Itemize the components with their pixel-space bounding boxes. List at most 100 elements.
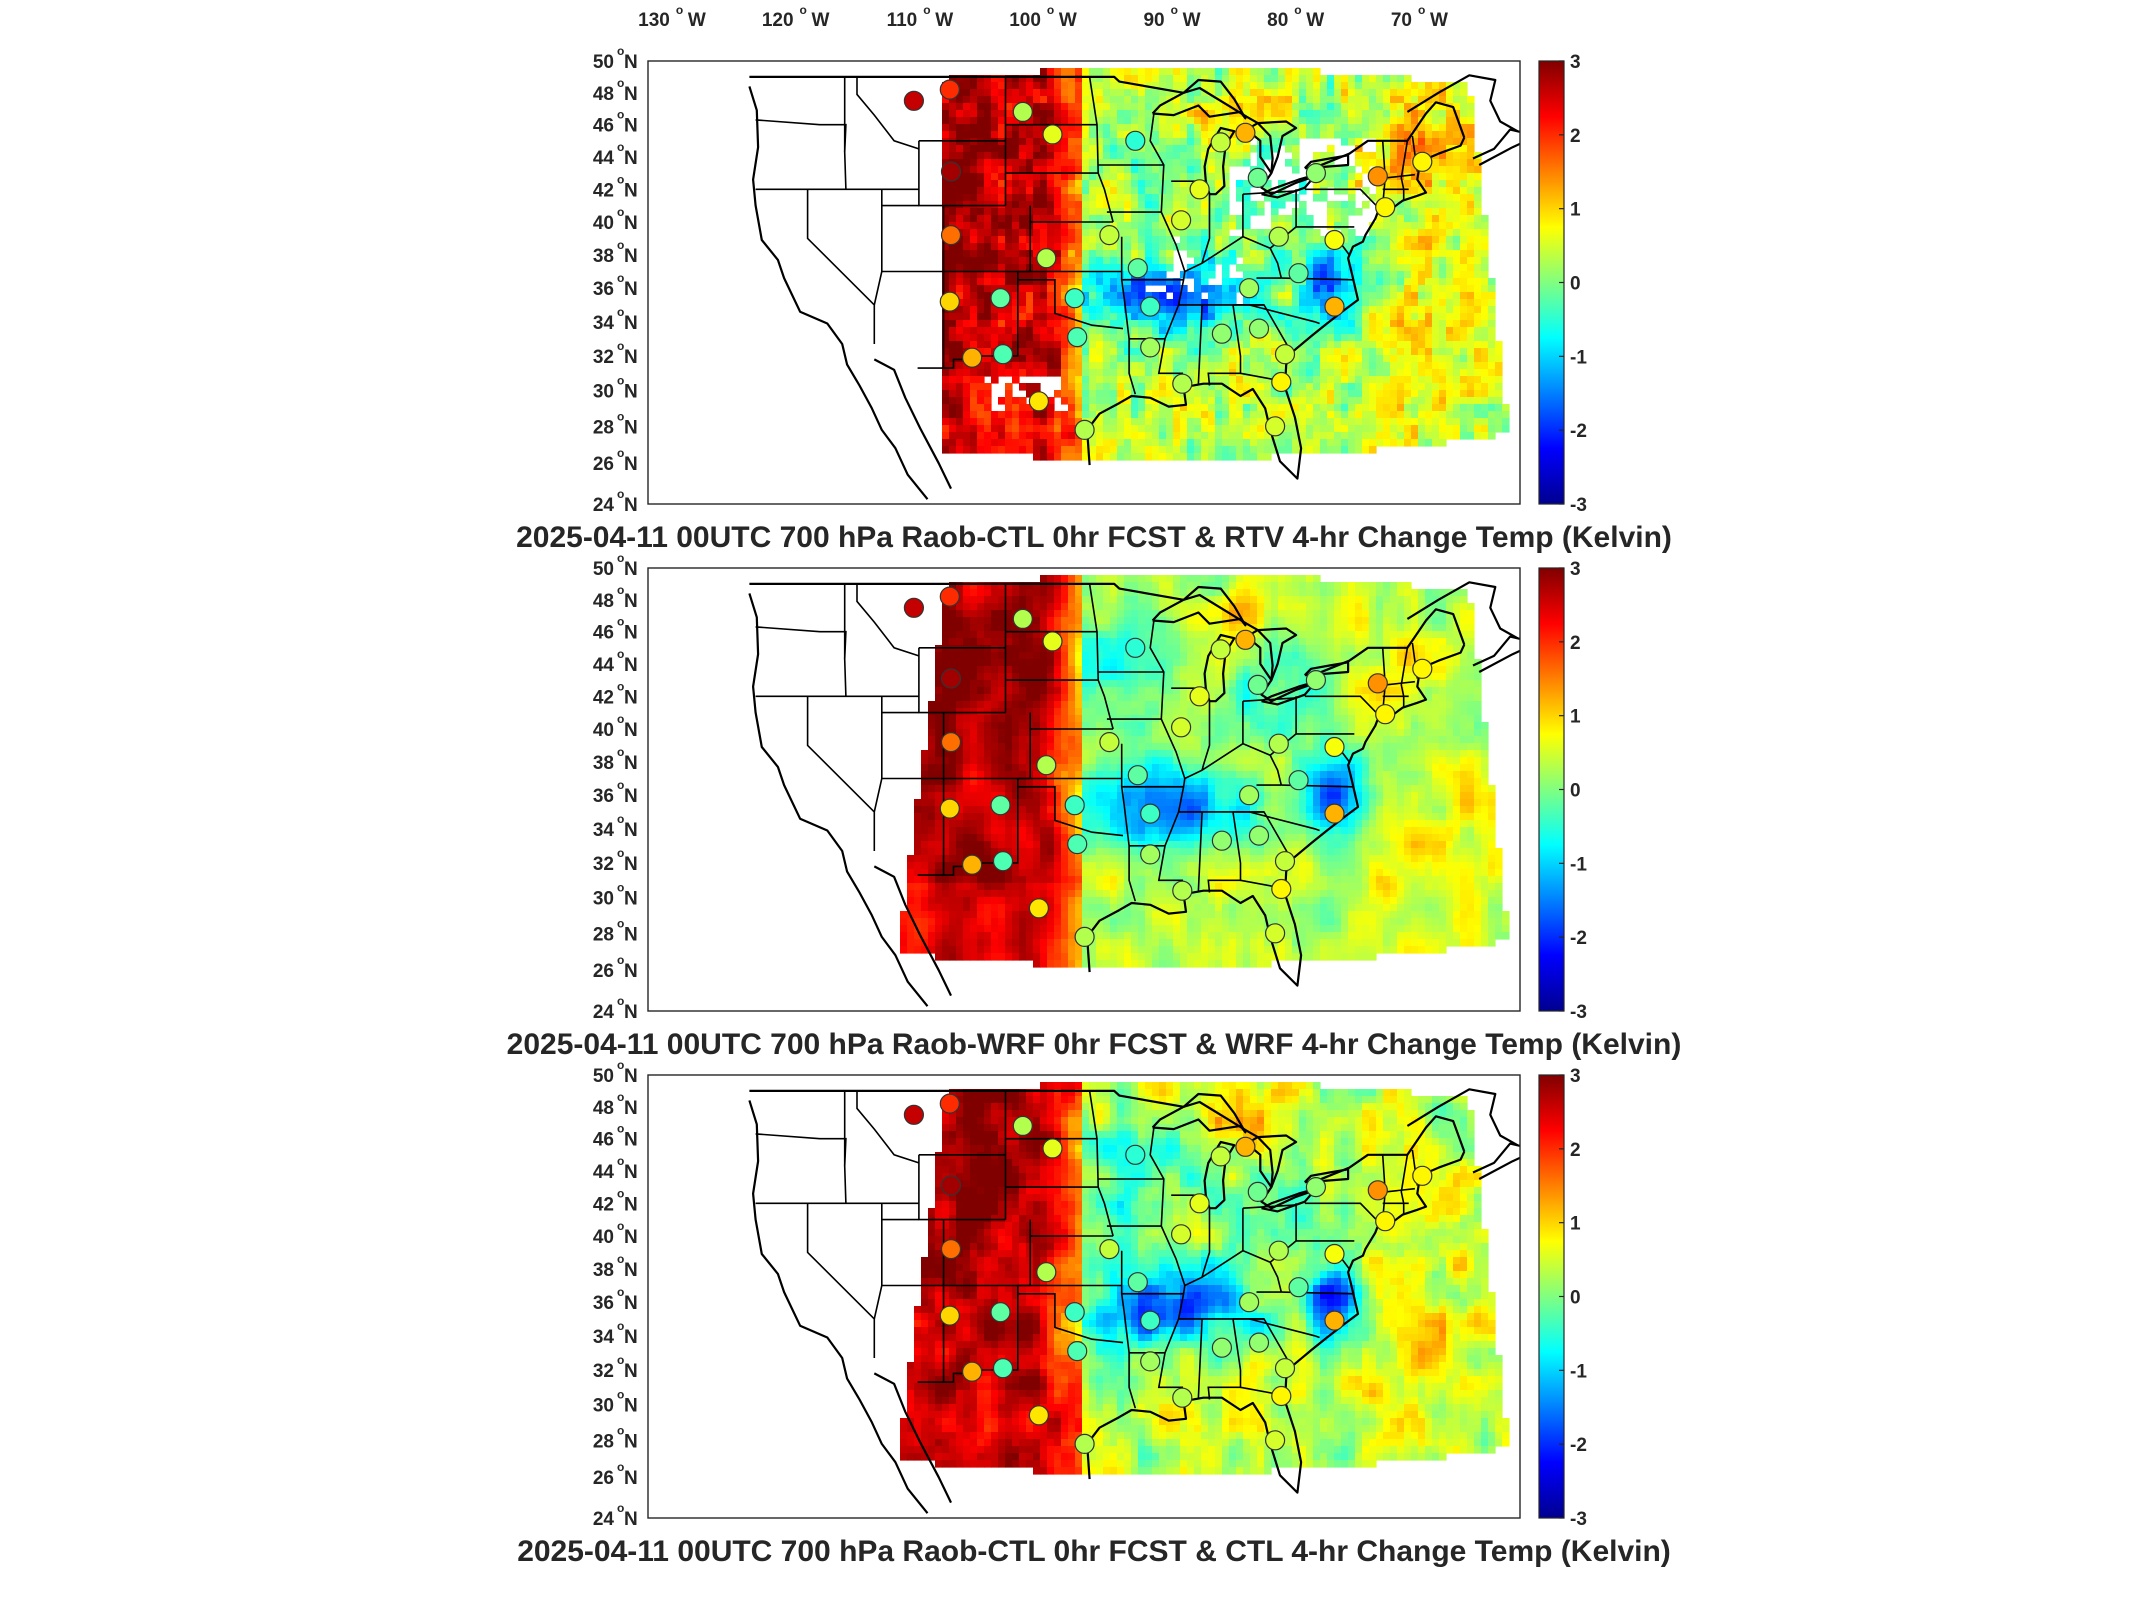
raob-station-marker [1128,766,1147,785]
longitude-label: 130 [638,10,670,31]
latitude-hemisphere: N [624,84,638,105]
raob-station-marker [1289,1278,1308,1297]
latitude-hemisphere: N [624,1002,638,1023]
raob-station-marker [1190,687,1209,706]
raob-station-marker [1272,1387,1291,1406]
raob-station-marker [1173,374,1192,393]
longitude-label: 120 [762,10,794,31]
longitude-label: 90 [1143,10,1164,31]
latitude-hemisphere: N [624,116,638,137]
raob-station-marker [1272,373,1291,392]
raob-station-marker [1037,756,1056,775]
latitude-hemisphere: N [624,279,638,300]
raob-station-marker [1075,420,1094,439]
raob-station-marker [1325,738,1344,757]
latitude-hemisphere: N [624,1162,638,1183]
latitude-hemisphere: N [624,1066,638,1087]
colorbar-tick-label: 3 [1570,559,1581,580]
latitude-label: 38 [593,753,614,774]
raob-station-marker [1065,796,1084,815]
raob-station-marker [991,1303,1010,1322]
longitude-hemisphere: W [812,10,830,31]
raob-station-marker [1325,297,1344,316]
raob-station-marker [1376,198,1395,217]
raob-station-marker [1211,133,1230,152]
longitude-label: 80 [1267,10,1288,31]
raob-station-marker [1266,417,1285,436]
raob-station-marker [1075,927,1094,946]
latitude-axis-labels: 50oN48oN46oN44oN42oN40oN38oN36oN34oN32oN… [593,551,638,1023]
latitude-label: 24 [593,1002,615,1023]
latitude-label: 36 [593,279,614,300]
latitude-label: 42 [593,180,614,201]
degree-symbol: o [676,3,683,17]
raob-station-marker [1276,1359,1295,1378]
latitude-label: 24 [593,1509,615,1530]
latitude-hemisphere: N [624,1361,638,1382]
latitude-hemisphere: N [624,854,638,875]
longitude-label: 110 [887,10,918,31]
latitude-hemisphere: N [624,820,638,841]
raob-station-marker [1212,324,1231,343]
degree-symbol: o [1294,3,1301,17]
raob-station-marker [940,587,959,606]
raob-station-marker [1037,1263,1056,1282]
raob-station-marker [904,91,923,110]
raob-station-marker [940,799,959,818]
raob-station-marker [1029,899,1048,918]
raob-station-marker [1141,297,1160,316]
raob-station-marker [1126,1145,1145,1164]
latitude-hemisphere: N [624,1431,638,1452]
latitude-label: 50 [593,52,614,73]
colorbar-tick-label: 0 [1570,274,1581,295]
latitude-label: 32 [593,347,614,368]
colorbar-tick-label: -3 [1570,495,1587,516]
colorbar-tick-label: 3 [1570,1066,1581,1087]
latitude-label: 50 [593,559,614,580]
latitude-label: 32 [593,854,614,875]
raob-station-marker [940,292,959,311]
latitude-hemisphere: N [624,495,638,516]
raob-station-marker [994,1359,1013,1378]
panel-title: 2025-04-11 00UTC 700 hPa Raob-CTL 0hr FC… [517,1535,1671,1568]
raob-station-marker [1368,674,1387,693]
raob-station-marker [1306,164,1325,183]
raob-station-marker [1211,640,1230,659]
latitude-label: 24 [593,495,615,516]
raob-station-marker [1325,804,1344,823]
raob-station-marker [1212,1338,1231,1357]
colorbar-tick-label: -2 [1570,1435,1587,1456]
latitude-label: 44 [593,148,615,169]
raob-station-marker [1013,609,1032,628]
latitude-hemisphere: N [624,655,638,676]
raob-station-marker [904,1105,923,1124]
raob-station-marker [940,80,959,99]
latitude-label: 38 [593,246,614,267]
raob-station-marker [942,226,961,245]
latitude-label: 34 [593,1327,615,1348]
latitude-label: 34 [593,313,615,334]
raob-station-marker [1100,226,1119,245]
raob-station-marker [942,1240,961,1259]
degree-symbol: o [923,3,930,17]
raob-station-marker [1376,1212,1395,1231]
raob-station-marker [1013,1116,1032,1135]
raob-station-marker [1173,1388,1192,1407]
latitude-label: 28 [593,1431,614,1452]
raob-station-marker [1075,1434,1094,1453]
latitude-label: 30 [593,382,614,403]
latitude-hemisphere: N [624,52,638,73]
raob-station-marker [1190,180,1209,199]
latitude-hemisphere: N [624,148,638,169]
latitude-label: 46 [593,623,614,644]
latitude-label: 48 [593,1098,614,1119]
raob-station-marker [991,289,1010,308]
raob-station-marker [1068,328,1087,347]
colorbar-tick-label: 1 [1570,1214,1581,1235]
latitude-hemisphere: N [624,454,638,475]
raob-station-marker [1250,319,1269,338]
degree-symbol: o [1171,3,1178,17]
latitude-hemisphere: N [624,687,638,708]
raob-station-marker [904,598,923,617]
